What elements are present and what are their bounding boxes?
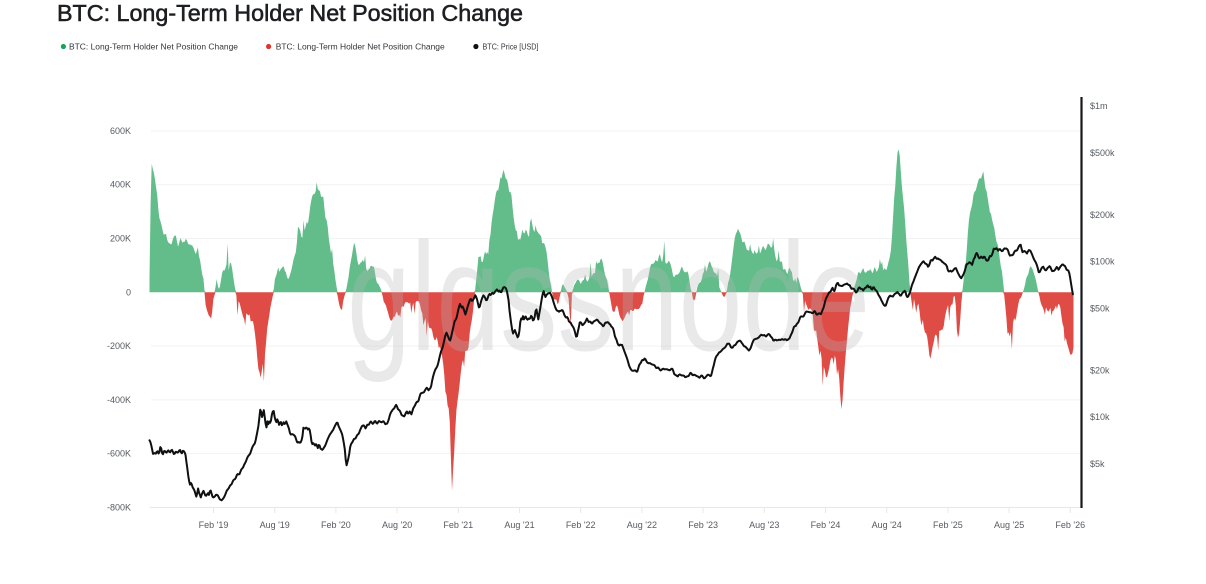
svg-text:BTC: Price [USD]: BTC: Price [USD] bbox=[483, 42, 539, 52]
svg-text:0: 0 bbox=[126, 287, 131, 297]
svg-text:Aug '23: Aug '23 bbox=[749, 520, 779, 530]
svg-text:200K: 200K bbox=[110, 234, 131, 244]
svg-text:$20k: $20k bbox=[1090, 365, 1110, 375]
svg-text:BTC: Long-Term Holder Net Posi: BTC: Long-Term Holder Net Position Chang… bbox=[276, 42, 445, 52]
svg-text:Aug '25: Aug '25 bbox=[994, 520, 1024, 530]
svg-text:$500k: $500k bbox=[1090, 148, 1115, 158]
svg-text:-600K: -600K bbox=[107, 449, 131, 459]
svg-text:Feb '24: Feb '24 bbox=[811, 520, 841, 530]
svg-text:Feb '22: Feb '22 bbox=[566, 520, 596, 530]
svg-text:BTC: Long-Term Holder Net Posi: BTC: Long-Term Holder Net Position Chang… bbox=[57, 0, 523, 26]
svg-text:$1m: $1m bbox=[1090, 101, 1108, 111]
svg-text:Aug '19: Aug '19 bbox=[260, 520, 290, 530]
svg-text:$50k: $50k bbox=[1090, 303, 1110, 313]
svg-text:600K: 600K bbox=[110, 126, 131, 136]
svg-text:-400K: -400K bbox=[107, 395, 131, 405]
svg-text:Feb '20: Feb '20 bbox=[321, 520, 351, 530]
svg-text:Feb '23: Feb '23 bbox=[688, 520, 718, 530]
svg-text:Feb '25: Feb '25 bbox=[933, 520, 963, 530]
svg-text:-200K: -200K bbox=[107, 341, 131, 351]
svg-text:Aug '24: Aug '24 bbox=[872, 520, 902, 530]
svg-text:Aug '20: Aug '20 bbox=[382, 520, 412, 530]
svg-text:Feb '19: Feb '19 bbox=[199, 520, 229, 530]
svg-text:ɡlɑssnode: ɡlɑssnode bbox=[347, 211, 870, 383]
svg-text:-800K: -800K bbox=[107, 502, 131, 512]
svg-text:Feb '26: Feb '26 bbox=[1055, 520, 1085, 530]
svg-text:$200k: $200k bbox=[1090, 210, 1115, 220]
svg-text:$5k: $5k bbox=[1090, 459, 1105, 469]
svg-text:$100k: $100k bbox=[1090, 257, 1115, 267]
svg-text:$10k: $10k bbox=[1090, 412, 1110, 422]
svg-text:Aug '21: Aug '21 bbox=[504, 520, 534, 530]
svg-text:BTC: Long-Term Holder Net Posi: BTC: Long-Term Holder Net Position Chang… bbox=[69, 42, 238, 52]
svg-text:Feb '21: Feb '21 bbox=[443, 520, 473, 530]
svg-text:400K: 400K bbox=[110, 180, 131, 190]
svg-text:Aug '22: Aug '22 bbox=[627, 520, 657, 530]
